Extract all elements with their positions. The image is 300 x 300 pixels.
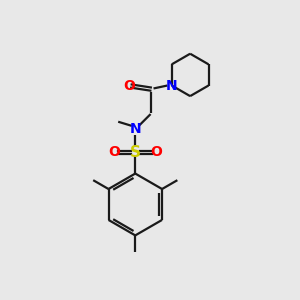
Text: S: S [130,145,141,160]
Text: N: N [166,79,178,92]
Text: N: N [130,122,141,136]
Text: O: O [108,146,120,159]
Text: O: O [151,146,162,159]
Text: O: O [123,79,135,92]
